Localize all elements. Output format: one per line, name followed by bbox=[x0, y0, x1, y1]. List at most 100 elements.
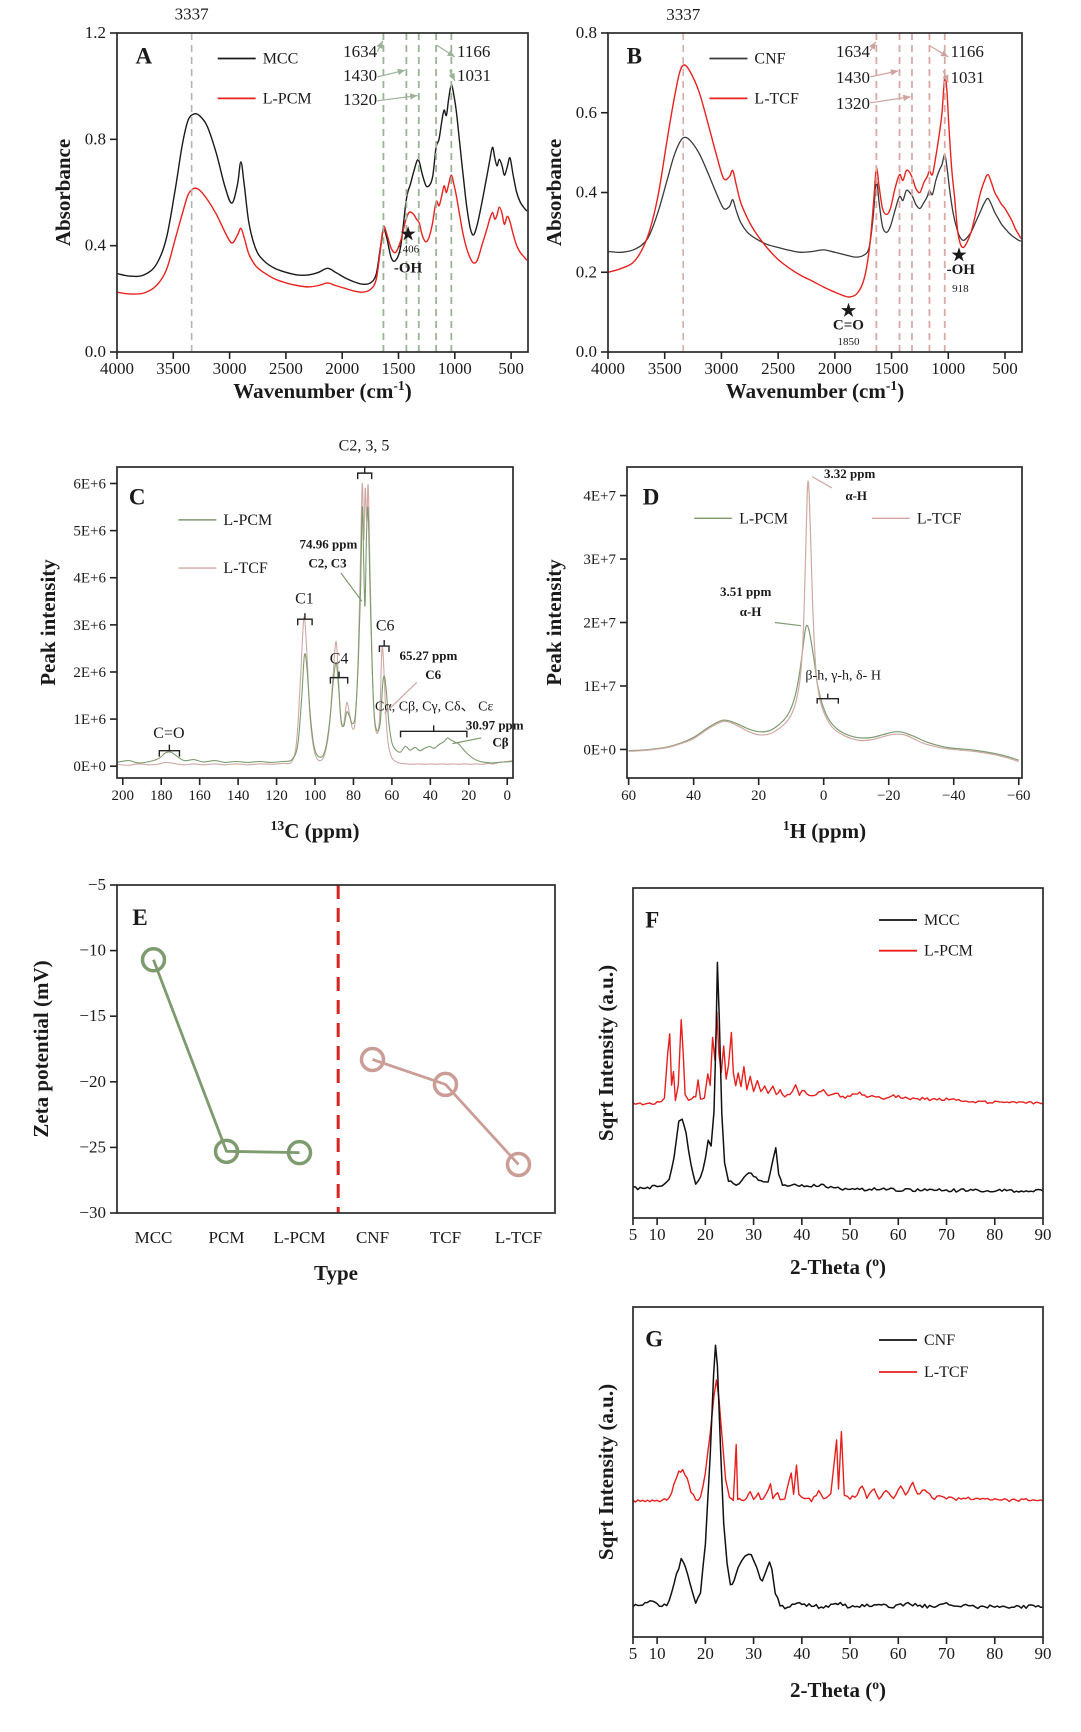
panel-b: 4000 3500 3000 2500 2000 1500 1000 500 0.0 0.2 0.4… bbox=[542, 5, 1023, 403]
annotation-text: 918 bbox=[952, 283, 969, 295]
annotation-bracket bbox=[296, 613, 313, 626]
legend-label: L-PCM bbox=[223, 512, 272, 529]
x-tick-label: 20 bbox=[697, 1225, 714, 1244]
plot-area bbox=[608, 33, 1022, 352]
annotation-leader-line bbox=[811, 476, 833, 489]
annotation-leader-line bbox=[384, 681, 418, 714]
annotation-text: 3.32 ppm bbox=[824, 466, 875, 481]
x-tick-label: 2000 bbox=[818, 359, 852, 378]
x-category-label: MCC bbox=[135, 1228, 173, 1247]
legend-label: L-TCF bbox=[223, 560, 268, 577]
y-tick-label: −20 bbox=[79, 1072, 106, 1091]
series-l-tcf bbox=[628, 480, 1019, 763]
data-point-marker bbox=[432, 1071, 459, 1098]
series-mcc bbox=[633, 961, 1043, 1193]
y-tick-label: 0E+0 bbox=[73, 759, 106, 775]
data-point-marker bbox=[140, 947, 167, 973]
y-tick-label: 0.8 bbox=[85, 129, 106, 148]
panel-d: 60 40 20 0 −20 −40 −60 0E+0 1E+7 2E+7 3E+7 4E+7 1​H … bbox=[542, 466, 1030, 843]
panel-c: 200 180 160 140 120 100 80 60 40 20 00E+01E+62E+63… bbox=[36, 438, 524, 843]
series-mcc bbox=[117, 84, 528, 285]
x-category-label: CNF bbox=[356, 1228, 389, 1247]
series-l-tcf bbox=[117, 482, 513, 766]
series-fiber-group bbox=[372, 1058, 520, 1166]
annotation-bracket bbox=[399, 725, 468, 738]
x-tick-label: 80 bbox=[986, 1644, 1003, 1663]
star-marker-icon: ★ bbox=[400, 225, 416, 244]
y-tick-label: 4E+6 bbox=[73, 571, 106, 587]
arrowhead-icon bbox=[397, 68, 406, 76]
panel-letter: F bbox=[645, 908, 659, 933]
y-tick-label: 0.0 bbox=[576, 342, 597, 361]
x-tick-label: 60 bbox=[384, 788, 399, 804]
x-tick-label: 200 bbox=[112, 788, 135, 804]
x-tick-label: −20 bbox=[877, 788, 900, 804]
series-cnf bbox=[608, 136, 1022, 258]
plot-area bbox=[633, 961, 1043, 1193]
panel-letter: G bbox=[645, 1327, 663, 1352]
x-tick-label: 4000 bbox=[100, 359, 134, 378]
annotation-text: Cβ bbox=[492, 734, 508, 749]
y-tick-label: 2E+6 bbox=[73, 665, 106, 681]
x-tick-label: 2500 bbox=[269, 359, 303, 378]
x-axis-title: Wavenumber (cm-1​) bbox=[233, 378, 411, 403]
series-l-tcf bbox=[608, 64, 1022, 298]
y-tick-label: 0.4 bbox=[85, 236, 107, 255]
x-tick-label: 120 bbox=[265, 788, 288, 804]
data-point-marker bbox=[359, 1046, 386, 1073]
x-tick-label: 40 bbox=[793, 1644, 810, 1663]
panel-a: 4000 3500 3000 2500 2000 1500 1000 500 0.0 0.4 0.8… bbox=[51, 5, 529, 403]
annotation-text: β-h, γ-h, δ- H bbox=[805, 669, 881, 684]
legend-label: L-TCF bbox=[917, 510, 962, 527]
annotation-text: 3337 bbox=[175, 5, 210, 24]
y-tick-label: 6E+6 bbox=[73, 476, 106, 492]
arrowhead-icon bbox=[376, 40, 383, 49]
data-point-marker bbox=[286, 1139, 313, 1166]
arrowhead-icon bbox=[902, 94, 911, 102]
legend-label: CNF bbox=[924, 1332, 955, 1349]
panel-letter: B bbox=[627, 43, 642, 68]
plot-area bbox=[117, 482, 513, 766]
annotation-text: C=O bbox=[833, 318, 864, 334]
annotation-text: -OH bbox=[947, 262, 976, 278]
arrowhead-icon bbox=[940, 50, 949, 57]
annotation-text: C6 bbox=[425, 667, 441, 682]
series-cnf bbox=[633, 1344, 1043, 1610]
annotation-text: 74.96 ppm bbox=[300, 537, 358, 552]
x-tick-label: 160 bbox=[188, 788, 211, 804]
x-tick-label: 5 bbox=[629, 1644, 638, 1663]
y-tick-label: −5 bbox=[88, 875, 106, 894]
x-tick-label: 1500 bbox=[382, 359, 416, 378]
annotation-text: 1634 bbox=[343, 42, 378, 61]
series-l-pcm bbox=[633, 1011, 1043, 1106]
x-category-label: PCM bbox=[209, 1228, 245, 1247]
arrowhead-icon bbox=[890, 69, 899, 76]
arrowhead-icon bbox=[446, 50, 455, 57]
plot-frame bbox=[116, 884, 556, 1214]
legend-label: MCC bbox=[924, 912, 960, 929]
x-tick-label: 2500 bbox=[761, 359, 795, 378]
x-tick-label: 1000 bbox=[438, 359, 472, 378]
x-axis-title: Type bbox=[314, 1261, 358, 1285]
x-tick-label: 0 bbox=[820, 788, 828, 804]
x-tick-label: 3000 bbox=[213, 359, 247, 378]
x-tick-label: 3000 bbox=[704, 359, 738, 378]
y-tick-label: −10 bbox=[79, 941, 106, 960]
annotation-text: C=O bbox=[153, 725, 184, 742]
x-tick-label: 5 bbox=[629, 1225, 638, 1244]
x-tick-label: 0 bbox=[503, 788, 511, 804]
annotation-text: 1406 bbox=[397, 243, 420, 255]
x-axis-title: 1​H (ppm) bbox=[783, 818, 866, 843]
y-tick-label: 0.6 bbox=[576, 103, 597, 122]
annotation-text: C6 bbox=[376, 618, 395, 635]
x-tick-label: 3500 bbox=[648, 359, 682, 378]
y-tick-label: 0.8 bbox=[576, 23, 597, 42]
y-axis-title: Sqrt Intensity (a.u.) bbox=[594, 1384, 618, 1560]
panel-e: MCC PCM L-PCM CNF TCF L-TCF −5 −10 −15 −20 −25 −30 T… bbox=[29, 875, 556, 1285]
series-l-tcf bbox=[633, 1379, 1043, 1503]
annotation-text: C1 bbox=[295, 591, 314, 608]
x-tick-label: 60 bbox=[621, 788, 636, 804]
y-tick-label: 1E+7 bbox=[583, 679, 616, 695]
y-axis-title: Absorbance bbox=[51, 139, 75, 246]
